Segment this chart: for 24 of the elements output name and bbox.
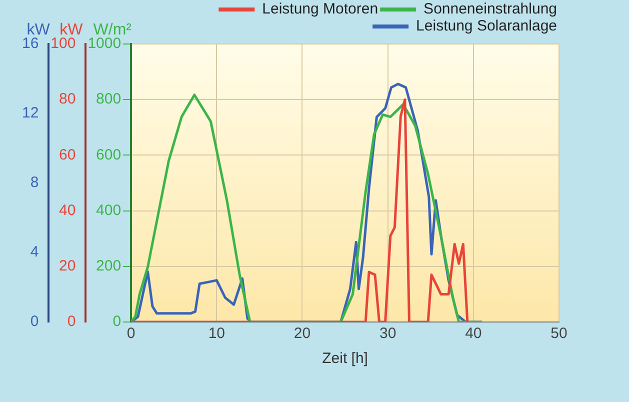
y2-tick-label: 0	[67, 313, 76, 330]
y3-tick-label: 400	[96, 202, 122, 219]
legend-label: Leistung Motoren	[262, 0, 378, 18]
y3-tick-label: 800	[96, 90, 122, 108]
x-axis-title: Zeit [h]	[322, 350, 368, 368]
y3-tick-label: 600	[96, 146, 122, 164]
y2-tick-label: 60	[59, 146, 76, 164]
y2-tick-label: 20	[59, 258, 76, 275]
y-tick-label: 0	[30, 313, 39, 330]
x-tick-label: 50	[550, 325, 568, 342]
y3-tick-label: 200	[96, 258, 122, 275]
y3-tick-label: 0	[112, 313, 122, 330]
legend-label: Leistung Solaranlage	[416, 18, 558, 35]
y2-tick-label: 40	[59, 202, 76, 219]
x-tick-label: 30	[379, 325, 396, 342]
x-tick-label: 20	[294, 325, 311, 342]
y2-tick-label: 80	[59, 90, 76, 108]
x-tick-label: 40	[465, 325, 482, 342]
y-tick-label: 4	[30, 244, 39, 261]
y-tick-label: 8	[30, 174, 39, 192]
x-tick-label: 10	[208, 325, 226, 342]
y-tick-label: 12	[22, 104, 39, 122]
legend-label: Sonneneinstrahlung	[424, 0, 558, 18]
x-tick-label: 0	[126, 325, 136, 342]
